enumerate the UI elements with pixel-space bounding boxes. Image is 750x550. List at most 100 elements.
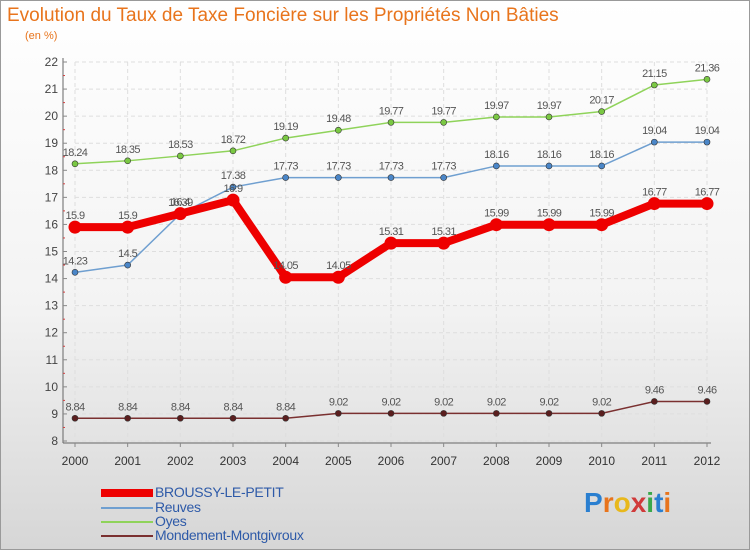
point-oyes [493,113,500,121]
point-broussy-le-petit [700,197,714,211]
point-broussy-le-petit [279,270,293,284]
legend-swatch [101,521,153,523]
logo-letter: i [646,487,655,518]
data-label-reuves: 18.16 [484,149,509,161]
y-tick-label: 14 [45,272,59,286]
data-label-reuves: 17.73 [326,161,351,173]
legend-label: Reuves [155,499,201,515]
x-tick-label: 2011 [641,454,667,468]
point-reuves [124,261,131,269]
logo-letter: P [584,487,603,518]
data-label-reuves: 17.73 [379,161,404,173]
legend-swatch [101,507,153,509]
point-mondement-montgivroux [282,414,289,422]
point-broussy-le-petit [68,220,82,234]
x-tick-label: 2007 [430,454,457,468]
legend-item-broussy[interactable]: BROUSSY-LE-PETIT [101,484,401,500]
data-label-reuves: 16.39 [168,197,193,209]
data-label-mondement-montgivroux: 8.84 [171,401,190,413]
y-tick-label: 8 [51,434,58,448]
data-label-mondement-montgivroux: 9.46 [697,384,716,396]
y-tick-label: 11 [46,353,59,367]
point-oyes [545,113,553,121]
point-broussy-le-petit [542,218,556,232]
data-label-reuves: 17.73 [273,161,298,173]
point-mondement-montgivroux [651,398,658,405]
point-oyes [703,76,711,83]
legend-item-oyes[interactable]: Oyes [101,513,401,529]
data-label-oyes: 19.48 [326,113,351,125]
data-label-mondement-montgivroux: 8.84 [223,401,242,413]
data-label-oyes: 18.72 [221,134,246,146]
point-mondement-montgivroux [493,410,500,417]
data-label-mondement-montgivroux: 9.02 [592,396,611,408]
legend-item-reuves[interactable]: Reuves [101,499,401,515]
point-reuves [282,174,289,181]
axes: 8 9 10 11 12 13 14 15 16 17 18 19 20 21 22 2000 2001 2002… [45,55,721,468]
point-oyes [387,119,395,126]
data-label-broussy-le-petit: 15.99 [589,208,614,220]
data-label-broussy-le-petit: 16.4 [171,197,190,209]
point-mondement-montgivroux [387,410,395,417]
y-tick-label: 12 [45,326,59,340]
point-mondement-montgivroux [440,410,447,417]
point-broussy-le-petit [384,236,398,250]
point-mondement-montgivroux [71,414,79,422]
data-label-oyes: 19.97 [537,100,562,112]
data-label-broussy-le-petit: 15.9 [65,210,84,222]
legend-label: BROUSSY-LE-PETIT [155,484,284,500]
logo-letter: t [654,487,664,518]
point-mondement-montgivroux [703,398,711,405]
x-tick-label: 2004 [272,454,299,468]
x-tick-label: 2001 [114,454,141,468]
point-broussy-le-petit [489,218,503,232]
data-label-broussy-le-petit: 15.9 [118,210,137,222]
data-label-reuves: 19.04 [695,125,720,137]
logo-letter: x [630,487,647,518]
data-label-broussy-le-petit: 16.77 [642,187,667,199]
data-label-reuves: 17.38 [221,170,246,182]
y-tick-label: 22 [45,55,59,69]
y-tick-label: 15 [45,245,59,259]
y-tick-label: 21 [45,82,59,96]
data-label-oyes: 18.35 [115,144,140,156]
logo-letter: o [613,487,631,518]
point-reuves [387,174,395,181]
data-label-oyes: 21.15 [642,68,667,80]
y-tick-label: 13 [45,299,59,313]
x-tick-label: 2010 [588,454,615,468]
data-label-reuves: 14.5 [118,248,137,260]
data-label-mondement-montgivroux: 9.02 [329,396,348,408]
data-label-reuves: 17.73 [431,161,456,173]
y-tick-label: 17 [45,190,59,204]
legend-item-mondement[interactable]: Mondement-Montgivroux [101,527,401,543]
data-label-oyes: 19.19 [273,121,298,133]
data-label-broussy-le-petit: 15.31 [431,226,456,238]
point-reuves [229,183,237,191]
y-tick-label: 20 [45,109,59,123]
x-tick-label: 2002 [167,454,194,468]
point-mondement-montgivroux [124,414,131,422]
data-label-mondement-montgivroux: 9.46 [645,384,664,396]
point-reuves [651,138,658,146]
point-reuves [598,162,605,170]
data-label-broussy-le-petit: 15.31 [379,226,404,238]
y-tick-label: 19 [45,136,59,150]
y-tick-label: 9 [51,407,58,421]
point-oyes [440,119,447,126]
point-broussy-le-petit [647,197,661,211]
point-mondement-montgivroux [598,410,605,417]
data-label-oyes: 19.77 [379,105,404,117]
logo-letter: r [602,487,614,518]
data-label-broussy-le-petit: 16.77 [695,187,720,199]
x-tick-label: 2006 [378,454,405,468]
legend-label: Oyes [155,513,187,529]
point-mondement-montgivroux [229,414,237,422]
point-reuves [71,269,79,276]
point-mondement-montgivroux [177,414,184,422]
point-oyes [124,157,131,165]
grid [74,61,708,442]
x-tick-label: 2009 [536,454,563,468]
